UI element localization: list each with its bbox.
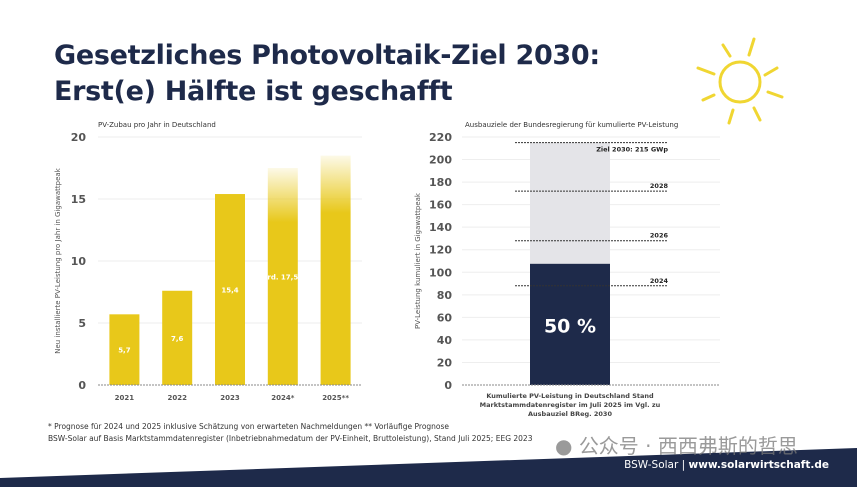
data-label: 5,7 <box>118 347 131 355</box>
wechat-icon: ● <box>555 434 573 458</box>
y-tick-label: 140 <box>429 221 452 234</box>
chart-title: Ausbauziele der Bundesregierung für kumu… <box>465 121 678 129</box>
target-label: 2024 <box>650 277 669 285</box>
x-tick-label: 2024* <box>271 394 294 402</box>
x-tick-label: 2022 <box>167 394 187 402</box>
watermark: ● 公众号 · 西西弗斯的哲思 <box>555 430 798 459</box>
y-axis-label: PV-Leistung kumuliert in Gigawattpeak <box>414 192 422 329</box>
y-tick-label: 60 <box>437 311 453 324</box>
footer-band <box>0 448 857 487</box>
brand-name: BSW-Solar <box>624 459 679 471</box>
y-tick-label: 20 <box>71 131 87 144</box>
y-tick-label: 0 <box>444 379 452 392</box>
y-tick-label: 10 <box>71 255 87 268</box>
title-line-1: Gesetzliches Photovoltaik-Ziel 2030: <box>54 40 600 71</box>
bar-2021 <box>109 314 140 385</box>
target-label: 2026 <box>650 232 669 240</box>
x-category-label: Marktstammdatenregister im Juli 2025 im … <box>480 401 661 409</box>
x-category-label: Ausbauziel BReg. 2030 <box>528 410 612 418</box>
y-tick-label: 0 <box>78 379 86 392</box>
target-label: Ziel 2030: 215 GWp <box>596 146 668 154</box>
achieved-bar <box>530 263 610 385</box>
target-label: 2028 <box>650 182 669 190</box>
data-label: 15,4 <box>221 287 238 295</box>
y-tick-label: 120 <box>429 244 452 257</box>
bar-2025 <box>320 155 351 385</box>
data-label: rd. 17,5 <box>267 274 298 282</box>
y-tick-label: 180 <box>429 176 452 189</box>
slide-title: Gesetzliches Photovoltaik-Ziel 2030: Ers… <box>54 38 600 110</box>
y-tick-label: 20 <box>437 356 453 369</box>
x-tick-label: 2025** <box>322 394 349 402</box>
footer-brand: BSW-Solar | www.solarwirtschaft.de <box>624 459 829 471</box>
y-tick-label: 200 <box>429 154 452 167</box>
sun-icon <box>696 37 784 125</box>
title-line-2: Erst(e) Hälfte ist geschafft <box>54 76 453 107</box>
y-tick-label: 15 <box>71 193 86 206</box>
footnote-forecast: * Prognose für 2024 und 2025 inklusive S… <box>48 422 450 431</box>
footnote-source: BSW-Solar auf Basis Marktstammdatenregis… <box>48 434 533 443</box>
x-category-label: Kumulierte PV-Leistung in Deutschland St… <box>486 392 654 400</box>
y-tick-label: 220 <box>429 131 452 144</box>
bar-2023 <box>215 194 245 385</box>
website-link[interactable]: www.solarwirtschaft.de <box>688 459 830 471</box>
bar-2022 <box>162 290 193 385</box>
y-tick-label: 100 <box>429 266 452 279</box>
bar-label: 50 % <box>544 315 596 337</box>
bar-2024 <box>267 168 298 385</box>
watermark-text: 公众号 · 西西弗斯的哲思 <box>578 434 798 458</box>
y-tick-label: 40 <box>437 334 453 347</box>
x-tick-label: 2023 <box>220 394 240 402</box>
x-tick-label: 2021 <box>115 394 135 402</box>
y-tick-label: 5 <box>78 317 86 330</box>
data-label: 7,6 <box>171 335 184 343</box>
chart-title: PV-Zubau pro Jahr in Deutschland <box>98 121 216 129</box>
y-axis-label: Neu installierte PV-Leistung pro Jahr in… <box>54 167 62 353</box>
y-tick-label: 80 <box>437 289 453 302</box>
y-tick-label: 160 <box>429 199 452 212</box>
